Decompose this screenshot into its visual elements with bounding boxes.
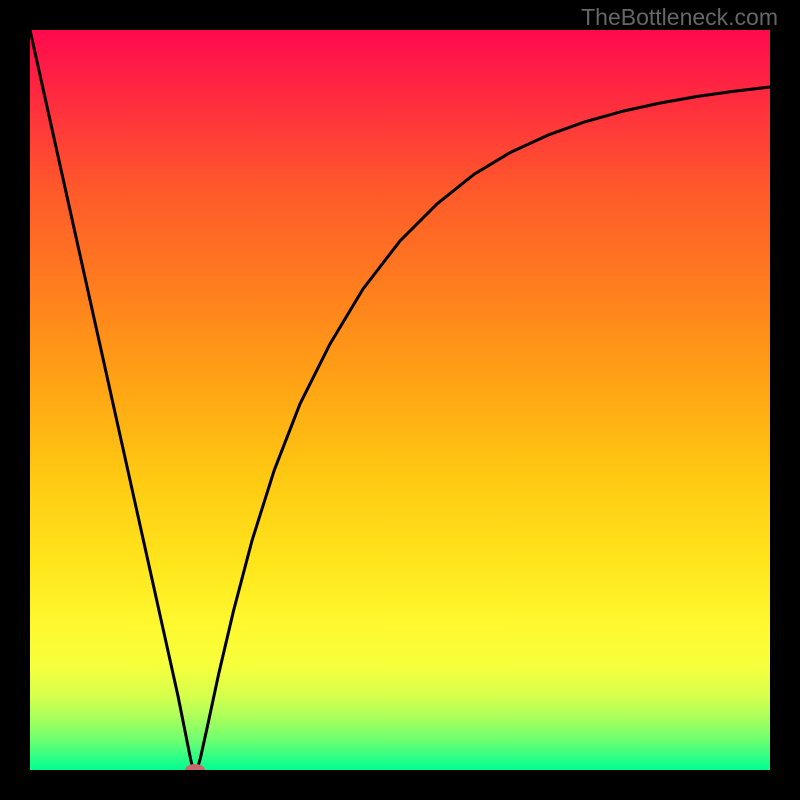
watermark-text: TheBottleneck.com	[581, 4, 778, 31]
plot-area	[30, 30, 770, 770]
optimal-point-marker	[185, 764, 205, 770]
bottleneck-curve	[30, 30, 770, 770]
chart-container: TheBottleneck.com	[0, 0, 800, 800]
